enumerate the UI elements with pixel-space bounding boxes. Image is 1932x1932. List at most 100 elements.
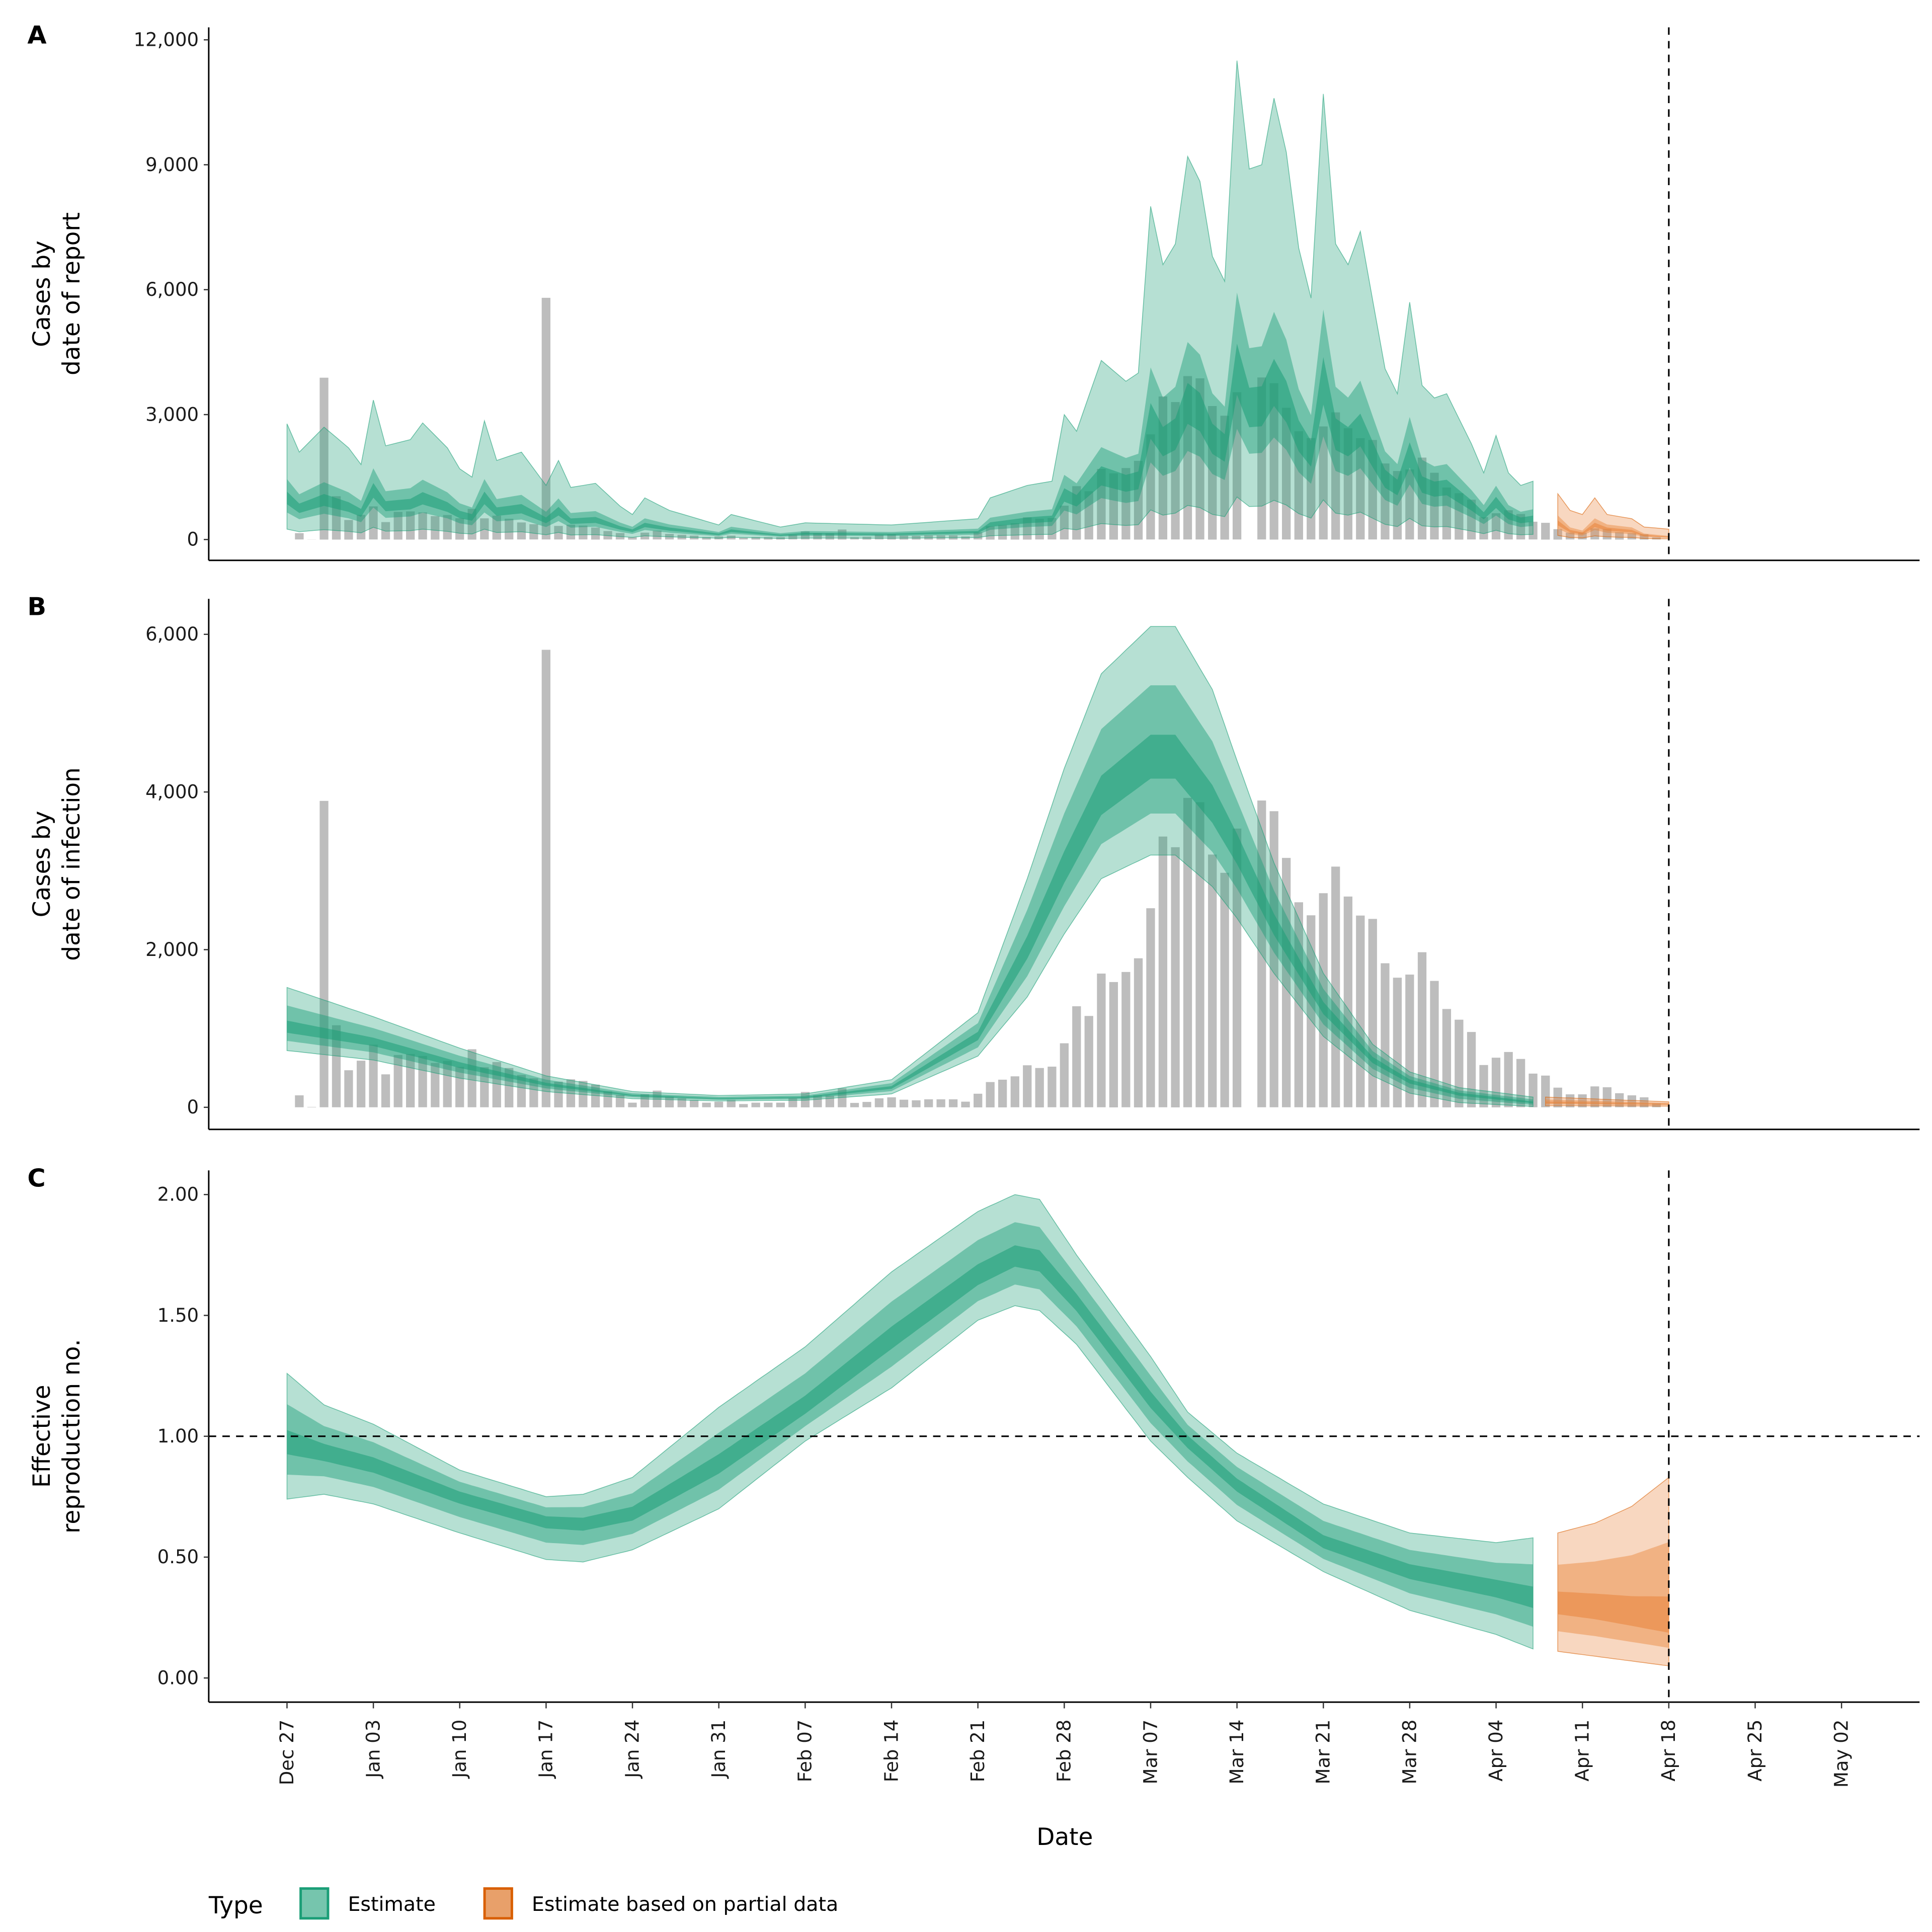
legend-swatch-partial (483, 1887, 513, 1920)
observed-cases-bar (862, 1102, 871, 1107)
observed-cases-bar (579, 525, 588, 540)
y-tick-label: 0.00 (157, 1667, 199, 1688)
observed-cases-bar (541, 650, 550, 1107)
observed-cases-bar (640, 1094, 650, 1108)
y-axis-title: Effective (28, 1385, 56, 1488)
y-tick-label: 0.50 (157, 1546, 199, 1568)
observed-cases-bar (1368, 919, 1377, 1107)
observed-cases-bar (800, 1092, 810, 1108)
panel-c: 0.00 0.50 1.00 1.50 2.00 Effective reproductio… (27, 1163, 1920, 1703)
panel-label: A (27, 20, 46, 49)
observed-cases-bar (677, 1098, 686, 1107)
x-tick-label: Mar 07 (1140, 1720, 1161, 1785)
observed-cases-bar (1183, 797, 1192, 1107)
observed-cases-bar (1220, 872, 1229, 1107)
partial-estimate-ci20-band (1558, 1591, 1669, 1633)
y-tick-label: 3,000 (145, 404, 199, 425)
observed-cases-bar (899, 1099, 909, 1108)
observed-cases-bar (1541, 1075, 1550, 1107)
observed-cases-bar (1602, 1087, 1612, 1107)
observed-cases-bar (739, 1104, 748, 1108)
observed-cases-bar (998, 1079, 1007, 1108)
x-tick-label: Apr 04 (1485, 1720, 1507, 1782)
observed-cases-bar (1035, 1068, 1044, 1108)
observed-cases-bar (541, 297, 550, 540)
observed-cases-bar (1479, 517, 1488, 540)
y-axis-title: Cases by (28, 811, 56, 918)
observed-cases-bar (628, 537, 637, 540)
observed-cases-bar (986, 1082, 995, 1108)
observed-cases-bar (1578, 1094, 1587, 1108)
observed-cases-bar (776, 1102, 785, 1107)
observed-cases-bar (443, 1061, 452, 1107)
x-tick-label: Jan 31 (708, 1720, 730, 1779)
observed-cases-bar (936, 1099, 945, 1107)
observed-cases-bar (517, 1075, 526, 1107)
observed-cases-bar (1541, 523, 1550, 540)
observed-cases-bar (1109, 982, 1118, 1108)
x-tick-label: Feb 21 (967, 1720, 989, 1782)
observed-cases-bar (393, 1055, 403, 1107)
y-axis-title: Cases by (28, 240, 56, 347)
observed-cases-bar (1158, 836, 1168, 1107)
observed-cases-bar (788, 534, 797, 540)
observed-cases-bar (418, 512, 427, 540)
observed-cases-bar (739, 537, 748, 540)
y-axis-title: date of infection (58, 767, 86, 961)
panel-a: 0 3,000 6,000 9,000 12,000 Cases by date of re… (27, 20, 1920, 561)
x-tick-label: Apr 11 (1572, 1720, 1593, 1782)
x-tick-label: Dec 27 (276, 1720, 298, 1786)
x-tick-label: Mar 14 (1226, 1720, 1248, 1785)
y-tick-label: 2.00 (157, 1184, 199, 1205)
observed-cases-bar (887, 534, 896, 540)
panel-label: B (27, 592, 46, 621)
estimate-ci90-band (286, 1194, 1534, 1650)
observed-cases-bar (1269, 811, 1278, 1107)
observed-cases-bar (874, 534, 884, 540)
x-tick-label: Apr 25 (1744, 1720, 1766, 1782)
observed-cases-bar (998, 525, 1007, 540)
observed-cases-bar (714, 1101, 723, 1108)
observed-cases-bar (813, 1095, 822, 1107)
observed-cases-bar (974, 1093, 983, 1108)
observed-cases-bar (899, 535, 909, 540)
observed-cases-bar (381, 1074, 390, 1108)
y-tick-label: 1.00 (157, 1425, 199, 1447)
observed-cases-bar (1232, 828, 1242, 1107)
observed-cases-bar (1281, 858, 1291, 1107)
y-tick-label: 6,000 (145, 623, 199, 645)
observed-cases-bar (1590, 528, 1599, 540)
observed-cases-bar (467, 1049, 476, 1107)
observed-cases-bar (332, 1025, 341, 1107)
observed-cases-bar (1405, 975, 1414, 1107)
observed-cases-bar (529, 1078, 538, 1107)
observed-cases-bar (1417, 952, 1427, 1107)
observed-cases-bar (554, 1081, 563, 1108)
observed-cases-bar (319, 800, 329, 1107)
observed-cases-bar (924, 1099, 933, 1107)
observed-cases-bar (1134, 958, 1143, 1108)
observed-cases-bar (912, 536, 921, 540)
estimate-ci50-band (287, 685, 1534, 1105)
estimate-ci20-band (287, 735, 1534, 1103)
x-tick-label: Feb 14 (880, 1720, 902, 1782)
observed-cases-bar (418, 1056, 427, 1107)
estimate-ci20-band (287, 1245, 1534, 1608)
observed-cases-bar (912, 1100, 921, 1107)
y-tick-label: 6,000 (145, 279, 199, 300)
legend-title: Type (208, 1892, 263, 1919)
observed-cases-bar (591, 527, 600, 540)
observed-cases-bar (1010, 1076, 1019, 1107)
x-tick-label: Feb 07 (794, 1720, 816, 1782)
observed-cases-bar (1060, 1043, 1069, 1107)
observed-cases-bar (690, 1100, 699, 1107)
observed-cases-bar (702, 1102, 711, 1107)
y-axis-title: date of report (58, 212, 86, 375)
observed-cases-bar (1060, 506, 1069, 540)
x-tick-label: Apr 18 (1658, 1720, 1679, 1782)
observed-cases-bar (1084, 1016, 1093, 1107)
observed-cases-bar (1627, 1095, 1637, 1107)
y-tick-label: 0 (187, 529, 199, 550)
observed-cases-bar (406, 511, 415, 540)
observed-cases-bar (1121, 972, 1131, 1107)
